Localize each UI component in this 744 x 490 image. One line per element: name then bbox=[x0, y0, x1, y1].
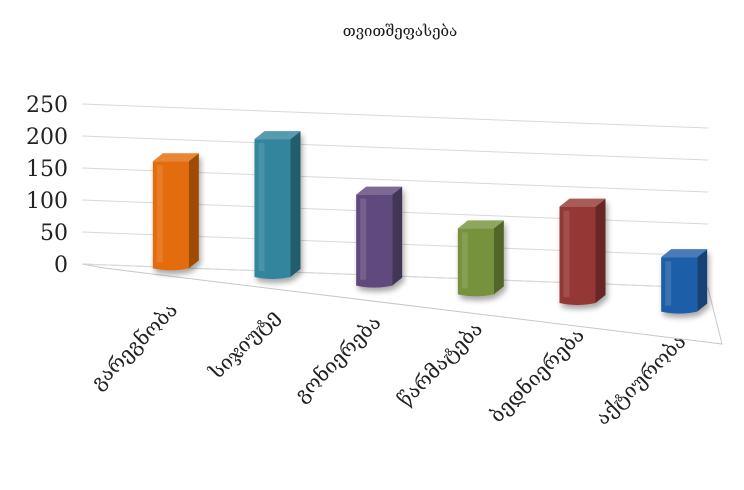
bar-5 bbox=[559, 198, 606, 305]
bar-top-face bbox=[457, 220, 504, 229]
bar-highlight bbox=[156, 165, 163, 263]
chart-title: თვითშეფასება bbox=[343, 22, 457, 40]
y-tick-label: 150 bbox=[26, 157, 68, 182]
bar-top-face bbox=[661, 249, 708, 258]
bar-6 bbox=[661, 249, 708, 314]
bar-highlight bbox=[461, 232, 468, 289]
y-tick-label: 250 bbox=[26, 93, 68, 118]
bar-1 bbox=[152, 153, 199, 271]
bar-side-face bbox=[595, 198, 606, 303]
bar-top-face bbox=[152, 153, 199, 162]
bar-layer bbox=[152, 131, 708, 314]
y-axis-ticks: 250 200 150 100 50 0 bbox=[26, 93, 68, 278]
x-tick-label: გარეგნობა bbox=[86, 298, 183, 395]
bar-highlight bbox=[665, 261, 672, 306]
gridline bbox=[81, 103, 709, 129]
bar-top-face bbox=[559, 198, 606, 207]
y-tick-label: 200 bbox=[26, 125, 68, 150]
bar-top-face bbox=[356, 186, 403, 195]
y-tick-label: 100 bbox=[26, 189, 68, 214]
x-tick-label: წარმატება bbox=[393, 317, 488, 412]
bar-4 bbox=[457, 220, 504, 297]
y-tick-label: 0 bbox=[54, 253, 68, 278]
bar-highlight bbox=[360, 198, 367, 280]
x-tick-label: სიჯიუტე bbox=[204, 304, 284, 384]
bar-side-face bbox=[290, 131, 301, 277]
bar-highlight bbox=[563, 210, 570, 297]
x-tick-label: აქტიურობა bbox=[590, 329, 690, 429]
bar-highlight bbox=[258, 143, 265, 271]
bar-top-face bbox=[254, 131, 301, 140]
bar-side-face bbox=[697, 249, 708, 312]
bar-side-face bbox=[188, 153, 199, 269]
bar-side-face bbox=[493, 220, 504, 295]
gridline bbox=[81, 135, 709, 161]
bar-2 bbox=[254, 131, 301, 279]
x-tick-label: გონიერება bbox=[289, 310, 385, 406]
y-tick-label: 50 bbox=[40, 221, 68, 246]
bar-3 bbox=[356, 186, 403, 288]
bar-side-face bbox=[392, 186, 403, 286]
x-tick-label: ბედნიერება bbox=[485, 323, 589, 427]
